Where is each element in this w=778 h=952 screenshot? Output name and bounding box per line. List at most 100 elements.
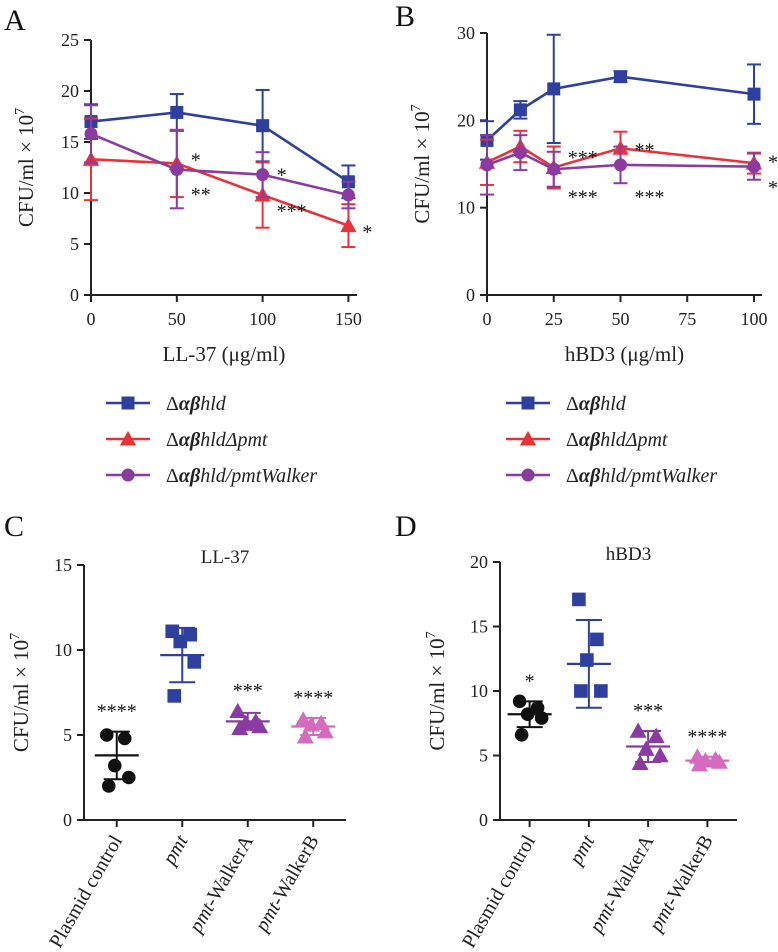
panel-c-group: pmt [158, 624, 205, 870]
panel-a-data-point [84, 127, 98, 141]
panel-d-significance: **** [687, 726, 727, 748]
panel-b-significance: *** [568, 186, 598, 208]
panel-b-significance: *** [568, 147, 598, 169]
legend-marker [521, 396, 535, 410]
panel-d-category-plain: Plasmid control [458, 831, 540, 952]
panel-a-x-tick-label: 50 [168, 309, 186, 329]
legend-greek: αβ [179, 429, 201, 451]
panel-a-x-tick-label: 150 [335, 309, 362, 329]
panel-c-significance: **** [97, 701, 137, 723]
panel-b-y-tick-label: 10 [457, 198, 475, 218]
panel-b-data-point [613, 158, 627, 172]
panel-c-category-italic: pmt [158, 831, 193, 870]
panel-d-data-point [574, 684, 588, 698]
panel-c-category-plain: Plasmid control [45, 831, 127, 952]
panel-b-significance: ** [768, 177, 778, 199]
panel-a-series-red [82, 117, 357, 249]
panel-a-y-axis-label: CFU/ml × 107 [13, 108, 38, 227]
legend-suffix: hldΔpmt [600, 429, 668, 451]
legend-marker [519, 430, 537, 446]
panel-a-y-axis-label-exp: 7 [13, 108, 28, 115]
panel-a-y-tick-label: 25 [61, 30, 79, 50]
panel-b-line-chart: 0 10 20 30 0 25 50 75 100 hBD3 (μg/ml) CFU/ml × 10… [409, 23, 778, 366]
panel-c-data-point [187, 655, 202, 669]
panel-d-data-point [594, 684, 608, 698]
legend-label: ΔαβhldΔpmt [166, 429, 268, 451]
panel-a-data-point [170, 105, 184, 119]
panel-c-category-plain: -WalkerB [266, 832, 324, 910]
panel-b-y-tick-label: 20 [457, 110, 475, 130]
panel-a-data-point [341, 188, 355, 202]
panel-a-series-line [90, 132, 349, 197]
panel-b-x-tick-label: 75 [678, 309, 696, 329]
panel-c-data-point [121, 770, 136, 785]
panel-c-category-label: pmt-WalkerA [184, 831, 259, 938]
legend-delta: Δ [166, 429, 179, 451]
legend-greek: αβ [179, 465, 201, 487]
panel-a-significance: * [362, 222, 372, 244]
legend-suffix: hld/pmtWalker [200, 465, 317, 487]
panel-c-data-point [229, 702, 247, 718]
panel-d-y-tick-label: 0 [479, 810, 488, 830]
panel-b-series-purple [480, 134, 761, 196]
panel-d-category-italic: pmt [564, 831, 599, 870]
panel-b-data-point [547, 82, 561, 96]
legend-greek: αβ [179, 393, 201, 415]
panel-d-y-axis-label: CFU/ml × 107 [424, 631, 449, 750]
panel-letter-d: D [395, 510, 417, 543]
panel-b-significance: *** [634, 186, 664, 208]
legend-delta: Δ [166, 393, 179, 415]
panel-c-y-tick-label: 0 [63, 810, 72, 830]
panel-a-data-point [340, 217, 357, 233]
panel-c-y-axis-label-exp: 7 [8, 633, 23, 640]
panel-d-group: * Plasmid control [458, 670, 552, 952]
panel-d-scatter-chart: 0 5 10 15 20 CFU/ml × 107 hBD3 * Plasmid control… [424, 544, 737, 952]
panel-b-x-tick-label: 25 [545, 309, 563, 329]
panel-c-significance: **** [293, 687, 333, 709]
panel-c-data-point [107, 758, 122, 773]
panel-a-y-tick-label: 15 [61, 132, 79, 152]
panel-d-data-point [651, 747, 669, 763]
panel-b-data-point [513, 103, 527, 117]
panel-b-series-blue [480, 33, 761, 161]
panel-c-y-tick-label: 15 [54, 555, 72, 575]
panel-a-y-tick-label: 20 [61, 81, 79, 101]
legend-marker [119, 430, 137, 446]
panel-d-y-tick-label: 5 [479, 746, 488, 766]
panel-b-data-point [480, 158, 494, 172]
panel-c-data-point [99, 728, 114, 742]
panel-b-x-tick-label: 50 [611, 309, 629, 329]
panel-c-data-point [302, 716, 320, 732]
panel-d-y-tick-label: 15 [470, 617, 488, 637]
legend-delta: Δ [566, 429, 579, 451]
panel-c-significance: *** [233, 680, 263, 702]
panel-d-category-label: pmt [564, 831, 599, 870]
legend-marker [121, 468, 135, 482]
panel-d-data-point [590, 632, 604, 647]
panel-c-group: **** Plasmid control [45, 701, 139, 952]
panel-d-category-label: Plasmid control [458, 831, 540, 952]
panel-d-category-plain: -WalkerA [600, 831, 659, 910]
panel-a-x-tick-label: 0 [87, 309, 96, 329]
panel-d-data-point [514, 728, 529, 742]
panel-c-title: LL-37 [201, 547, 250, 568]
legend-label: Δαβhld/pmtWalker [166, 465, 317, 487]
legend-label: ΔαβhldΔpmt [566, 429, 668, 451]
panel-a-line-chart: 0 5 10 15 20 25 0 50 100 150 LL-37 (μg/ml) CFU/ml ×… [13, 30, 372, 366]
panel-c-category-plain: -WalkerA [200, 831, 259, 910]
panel-b-data-point [613, 70, 627, 84]
panel-c-category-label: Plasmid control [45, 831, 127, 952]
panel-d-y-axis-label-exp: 7 [424, 631, 439, 638]
panel-d-title: hBD3 [606, 544, 651, 565]
legend-delta: Δ [566, 465, 579, 487]
legend-greek: αβ [579, 429, 601, 451]
panel-a-data-point [170, 163, 184, 177]
panel-c-y-axis-label: CFU/ml × 107 [8, 633, 33, 752]
panel-b-y-tick-label: 0 [466, 285, 475, 305]
panel-c-data-point [101, 779, 116, 793]
panel-b-y-axis-label: CFU/ml × 107 [409, 104, 434, 223]
panel-d-y-axis-label-main: CFU/ml × 10 [425, 638, 449, 750]
panel-b-data-point [547, 162, 561, 176]
panel-a-series-line [90, 111, 350, 183]
panel-c-category-label: pmt-WalkerB [250, 832, 324, 938]
